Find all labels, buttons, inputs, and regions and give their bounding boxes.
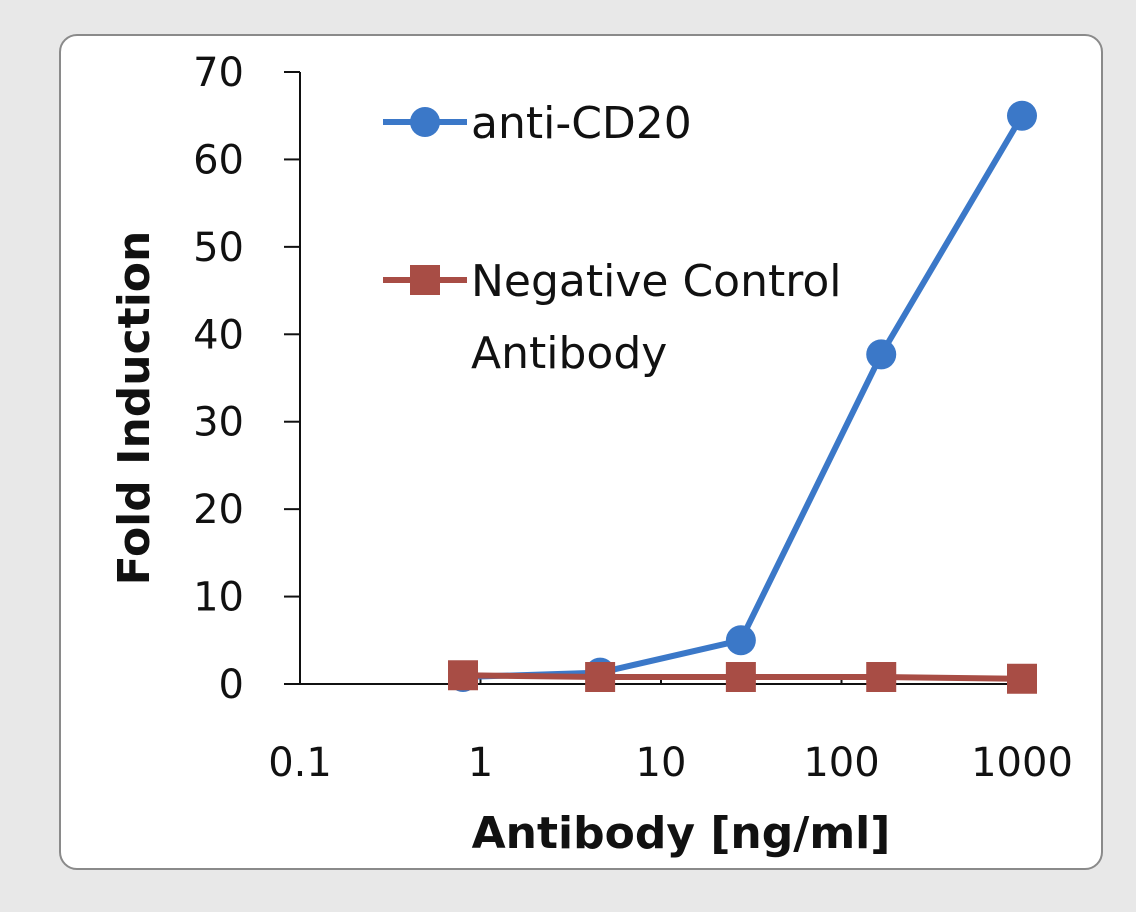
y-tick-label: 40 xyxy=(193,312,244,358)
data-point-circle xyxy=(866,339,897,370)
x-tick-label: 10 xyxy=(636,740,687,786)
data-point-square xyxy=(1007,663,1037,694)
legend-entry: Negative Control Antibody xyxy=(383,256,842,379)
x-tick-label: 1 xyxy=(468,740,493,786)
legend-label: anti-CD20 xyxy=(471,98,692,149)
data-point-square xyxy=(725,662,756,693)
legend-label: Antibody xyxy=(471,328,667,379)
y-tick-label: 50 xyxy=(193,225,244,271)
data-point-square xyxy=(866,662,897,693)
x-tick-label: 0.1 xyxy=(268,740,332,786)
data-point-square xyxy=(448,660,479,691)
y-tick-label: 0 xyxy=(219,662,244,708)
y-tick-label: 70 xyxy=(193,50,244,96)
x-axis-ticks: 0.1 1 10 100 1000 xyxy=(268,674,1073,786)
series-anti-cd20 xyxy=(448,100,1037,693)
chart-card: 0 10 20 30 40 50 60 70 0.1 1 10 100 1000 Fold Induc… xyxy=(59,34,1103,870)
fold-induction-chart: 0 10 20 30 40 50 60 70 0.1 1 10 100 1000 Fold Induc… xyxy=(109,50,1073,859)
series-line xyxy=(462,114,1025,681)
legend-marker-circle xyxy=(410,107,440,137)
x-tick-label: 1000 xyxy=(971,740,1073,786)
series-layer xyxy=(448,100,1037,694)
series-negative-control xyxy=(448,660,1037,694)
y-tick-label: 10 xyxy=(193,575,244,621)
data-point-circle xyxy=(725,625,756,656)
y-tick-label: 30 xyxy=(193,400,244,446)
data-point-circle xyxy=(1007,100,1037,131)
y-tick-label: 20 xyxy=(193,487,244,533)
legend-label: Negative Control xyxy=(471,256,842,307)
x-axis-title: Antibody [ng/ml] xyxy=(472,808,891,859)
y-axis-title: Fold Induction xyxy=(109,231,160,586)
y-axis-ticks: 0 10 20 30 40 50 60 70 xyxy=(193,50,300,708)
legend: anti-CD20 Negative Control Antibody xyxy=(383,98,842,379)
legend-entry: anti-CD20 xyxy=(383,98,692,149)
legend-marker-square xyxy=(410,265,440,295)
y-tick-label: 60 xyxy=(193,137,244,183)
x-tick-label: 100 xyxy=(803,740,879,786)
data-point-square xyxy=(585,662,616,693)
